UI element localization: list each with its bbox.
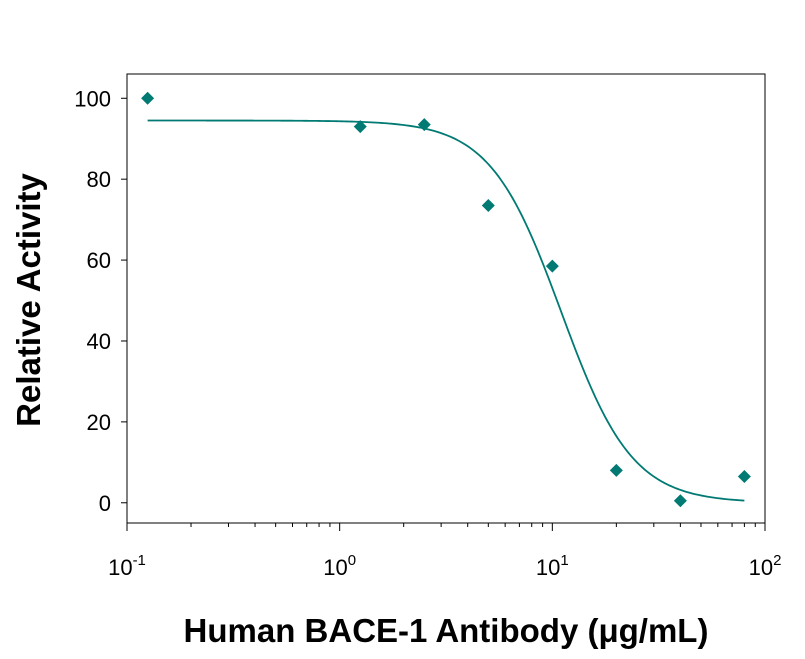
data-point [609, 463, 623, 477]
y-axis-title: Relative Activity [10, 173, 47, 427]
x-tick-label: 101 [536, 552, 569, 580]
data-points [141, 91, 751, 508]
x-axis-ticks [126, 523, 766, 531]
x-tick-label: 102 [749, 552, 782, 580]
data-point [481, 198, 495, 212]
x-tick-label: 100 [323, 552, 356, 580]
y-tick-label: 40 [87, 329, 111, 354]
x-tick-label: 10-1 [108, 552, 146, 580]
x-axis-tick-labels: 10-1 100 101 102 [108, 552, 781, 580]
y-tick-label: 20 [87, 410, 111, 435]
y-axis-ticks [121, 97, 127, 504]
y-tick-label: 80 [87, 167, 111, 192]
y-tick-label: 0 [99, 491, 111, 516]
fit-curve [147, 119, 745, 502]
data-point [417, 118, 431, 132]
data-point [673, 494, 687, 508]
plot-frame [126, 73, 766, 524]
y-axis-tick-labels: 0 20 40 60 80 100 [74, 86, 111, 516]
y-tick-label: 60 [87, 248, 111, 273]
data-point [141, 91, 155, 105]
data-point [737, 469, 751, 483]
y-tick-label: 100 [74, 86, 111, 111]
data-point [545, 259, 559, 273]
data-point [353, 120, 367, 134]
x-axis-title: Human BACE-1 Antibody (μg/mL) [184, 612, 709, 649]
